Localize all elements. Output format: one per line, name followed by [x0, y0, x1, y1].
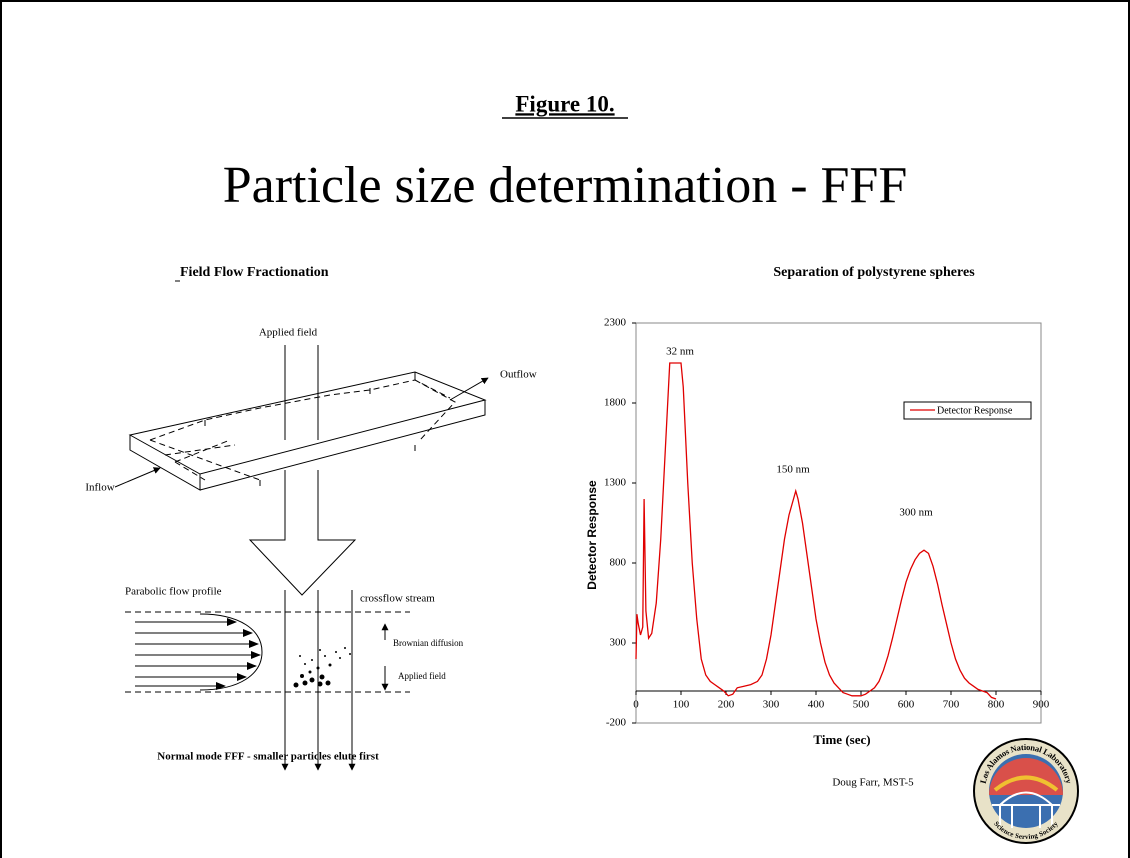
x-tick-label: 0: [633, 699, 639, 711]
fff-diagram: Field Flow Fractionation Applied field I…: [85, 265, 537, 771]
y-tick-label: 1800: [604, 397, 627, 409]
footer: Doug Farr, MST-5: [832, 777, 914, 789]
x-tick-label: 900: [1033, 699, 1050, 711]
y-tick-label: 800: [610, 557, 627, 569]
y-tick-label: 300: [610, 637, 627, 649]
label: Inflow: [85, 482, 114, 494]
label: Applied field: [259, 327, 318, 339]
data-line: [635, 362, 997, 700]
slide-title: Particle size determination - FFF: [223, 157, 908, 214]
x-tick-label: 200: [718, 699, 735, 711]
y-tick-label: 2300: [604, 317, 627, 329]
y-axis-label: Detector Response: [585, 480, 599, 590]
legend-label: Detector Response: [937, 405, 1013, 416]
x-axis-label: Time (sec): [813, 732, 870, 747]
annotation: 300 nm: [899, 507, 933, 519]
x-tick-label: 700: [943, 699, 960, 711]
diagram-caption: Normal mode FFF - smaller particles elut…: [157, 751, 379, 763]
chart-title: Separation of polystyrene spheres: [773, 265, 975, 280]
label: Outflow: [500, 369, 537, 381]
logo: Los Alamos National Laboratory Science S…: [973, 738, 1079, 844]
label: crossflow stream: [360, 593, 435, 605]
y-tick-label: -200: [606, 717, 627, 729]
x-tick-label: 300: [763, 699, 780, 711]
figure-label: Figure 10.: [515, 91, 614, 116]
label: Parabolic flow profile: [125, 586, 222, 598]
x-tick-label: 800: [988, 699, 1005, 711]
label: Brownian diffusion: [393, 638, 464, 648]
diagram-title: Field Flow Fractionation: [180, 265, 329, 280]
x-tick-label: 400: [808, 699, 825, 711]
x-tick-label: 500: [853, 699, 870, 711]
annotation: 32 nm: [666, 346, 694, 358]
y-tick-label: 1300: [604, 477, 627, 489]
legend: [903, 401, 1032, 420]
x-tick-label: 100: [673, 699, 690, 711]
label: Applied field: [398, 671, 446, 681]
x-tick-label: 600: [898, 699, 915, 711]
plot-area: [635, 322, 1042, 724]
annotation: 150 nm: [776, 464, 810, 476]
